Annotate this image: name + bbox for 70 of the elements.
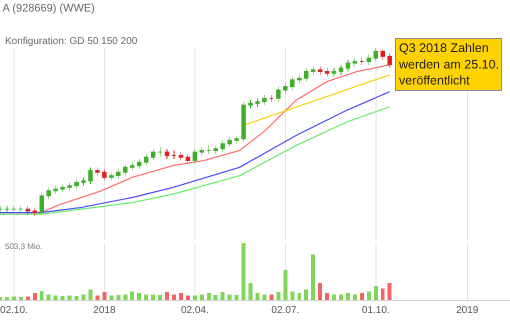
bar	[318, 282, 322, 300]
x-tick-label: 2019	[456, 305, 479, 316]
candlestick	[255, 98, 260, 107]
bar	[214, 294, 218, 300]
bar	[116, 294, 120, 300]
bar	[234, 294, 239, 300]
candlestick	[248, 100, 253, 108]
bar	[165, 292, 170, 300]
chart-title: A (928669) (WWE)	[2, 2, 95, 14]
bar	[248, 282, 253, 300]
bar	[200, 294, 204, 300]
bar	[32, 293, 37, 300]
bar	[158, 294, 162, 300]
bar	[68, 295, 72, 300]
bar	[220, 292, 225, 300]
bar	[366, 291, 371, 300]
bar	[262, 294, 266, 300]
bar	[26, 296, 30, 300]
bar	[54, 295, 58, 300]
bar	[102, 292, 106, 300]
bar	[144, 294, 148, 300]
candlestick	[338, 64, 344, 75]
bar	[228, 294, 232, 300]
bar	[297, 293, 302, 300]
annotation: Q3 2018 Zahlen werden am 25.10. veröffentlicht	[398, 41, 500, 88]
bar	[46, 294, 51, 300]
bar	[311, 254, 316, 300]
bar	[269, 294, 274, 300]
x-tick-label: 02.07.	[271, 305, 300, 316]
bar	[88, 290, 92, 300]
bar	[346, 293, 350, 300]
bar	[137, 293, 142, 300]
bar	[123, 294, 128, 300]
chart-subtitle: Konfiguration: GD 50 150 200	[5, 36, 138, 47]
bar	[18, 297, 23, 300]
bar	[12, 296, 16, 300]
x-tick-label: 2018	[93, 305, 116, 316]
bar	[332, 294, 336, 300]
bar	[352, 294, 357, 300]
x-tick-label: 01.10.	[362, 305, 390, 316]
bar	[325, 293, 330, 300]
bar	[130, 291, 134, 300]
x-tick-label: 02.04.	[180, 305, 209, 316]
bar	[256, 293, 260, 300]
candlestick	[81, 177, 86, 186]
bar	[242, 243, 246, 300]
bar	[74, 296, 79, 300]
bar	[276, 292, 280, 300]
bar	[374, 286, 378, 300]
bar	[95, 295, 100, 300]
bar	[4, 297, 9, 300]
bar	[178, 293, 183, 300]
bar	[186, 295, 190, 300]
bar	[82, 294, 86, 300]
bar	[109, 295, 114, 300]
bar	[304, 290, 308, 300]
bar	[339, 294, 343, 300]
x-tick-label: 02.10.	[0, 305, 28, 316]
bar	[388, 282, 392, 300]
bar	[60, 296, 65, 300]
bar	[290, 291, 294, 300]
bar	[192, 295, 197, 300]
bar	[172, 294, 176, 300]
bar	[283, 270, 288, 300]
candlestick	[164, 148, 170, 159]
annotation: 503,3 Mio.	[5, 242, 42, 251]
candlestick	[332, 68, 336, 77]
bar	[360, 293, 364, 300]
bar	[151, 294, 156, 300]
bar	[206, 293, 211, 300]
